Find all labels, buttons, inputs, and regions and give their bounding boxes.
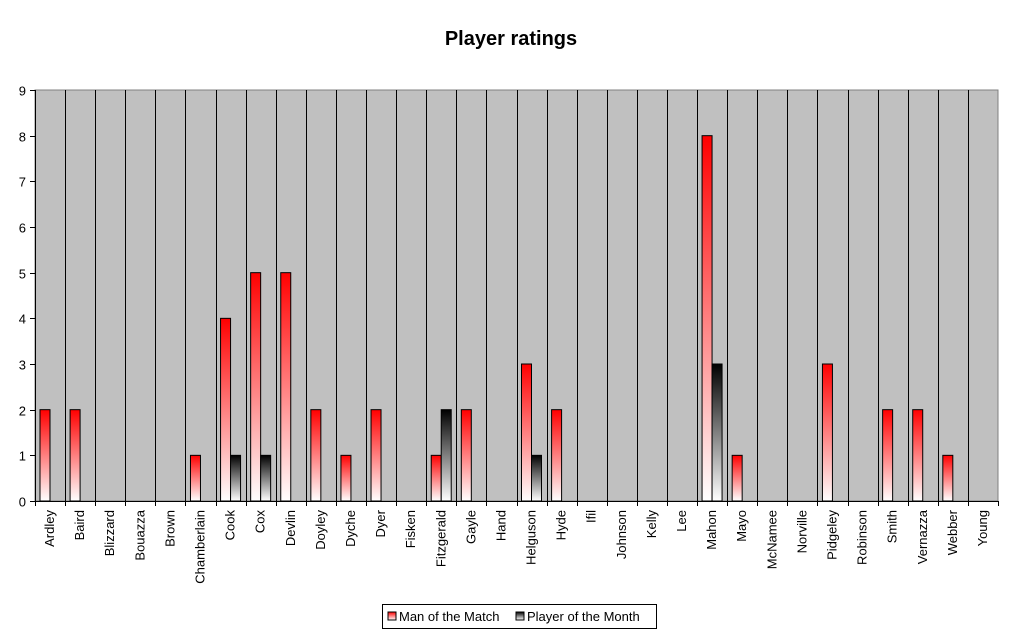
- category-label: Pidgeley: [824, 510, 839, 560]
- bar-man-of-the-match: [250, 272, 262, 502]
- category-label: McNamee: [764, 510, 779, 569]
- plot-background: [34, 89, 999, 502]
- bar-man-of-the-match: [310, 409, 322, 502]
- bar-player-of-the-month: [230, 454, 242, 502]
- category-label: Chamberlain: [193, 510, 208, 584]
- bar-player-of-the-month: [711, 363, 723, 502]
- bar-man-of-the-match: [882, 409, 894, 502]
- bar-man-of-the-match: [821, 363, 833, 502]
- bar-man-of-the-match: [460, 409, 472, 502]
- plot-area: 0 1 2 3 4 5 6 7 8 9 Ardley Baird Blizzard Bouazza Brow…: [19, 84, 999, 584]
- category-label: Fisken: [403, 510, 418, 548]
- category-label: Webber: [945, 509, 960, 555]
- legend-label: Man of the Match: [399, 609, 499, 624]
- bar-man-of-the-match: [280, 272, 292, 502]
- category-label: Gayle: [463, 510, 478, 544]
- y-tick-label: 1: [19, 449, 26, 464]
- category-label: Norville: [794, 510, 809, 553]
- category-label: Helguson: [524, 510, 539, 565]
- bar-man-of-the-match: [912, 409, 924, 502]
- category-label: Smith: [885, 510, 900, 543]
- bar-man-of-the-match: [430, 454, 442, 502]
- category-label: Baird: [72, 510, 87, 540]
- legend-label: Player of the Month: [527, 609, 640, 624]
- category-label: Young: [975, 510, 990, 546]
- bar-man-of-the-match: [189, 454, 201, 502]
- category-label: Hand: [493, 510, 508, 541]
- bar-man-of-the-match: [521, 363, 532, 502]
- category-label: Mayo: [734, 510, 749, 542]
- category-label: Brown: [162, 510, 177, 547]
- category-label: Robinson: [855, 510, 870, 565]
- bar-man-of-the-match: [220, 317, 232, 502]
- y-tick-label: 5: [19, 267, 26, 282]
- chart-title: Player ratings: [445, 28, 577, 50]
- y-tick-label: 9: [19, 84, 26, 99]
- y-tick-label: 4: [19, 312, 26, 327]
- legend-swatch: [387, 611, 397, 621]
- y-tick-label: 6: [19, 221, 26, 236]
- category-label: Bouazza: [132, 509, 147, 560]
- bar-man-of-the-match: [701, 135, 713, 502]
- category-label: Hyde: [554, 510, 569, 540]
- bar-man-of-the-match: [551, 409, 563, 502]
- y-tick-label: 7: [19, 175, 26, 190]
- legend-swatch: [515, 611, 525, 621]
- category-label: Mahon: [704, 510, 719, 550]
- category-label: Cox: [253, 510, 268, 534]
- category-label: Blizzard: [102, 510, 117, 556]
- category-label: Ardley: [42, 510, 57, 547]
- y-tick-label: 0: [19, 495, 26, 510]
- category-label: Kelly: [644, 510, 659, 539]
- bar-player-of-the-month: [531, 454, 542, 502]
- legend: Man of the Match Player of the Month: [382, 604, 657, 629]
- bar-man-of-the-match: [39, 409, 51, 502]
- bar-man-of-the-match: [340, 454, 352, 502]
- category-label: Cook: [223, 510, 238, 541]
- category-label: Ifil: [584, 510, 599, 523]
- bar-man-of-the-match: [942, 454, 954, 502]
- y-tick-label: 8: [19, 130, 26, 145]
- category-label: Johnson: [614, 510, 629, 559]
- y-tick-label: 2: [19, 404, 26, 419]
- bar-man-of-the-match: [69, 409, 81, 502]
- bar-man-of-the-match: [370, 409, 382, 502]
- category-label: Doyley: [313, 510, 328, 550]
- category-label: Dyche: [343, 510, 358, 547]
- bar-player-of-the-month: [260, 454, 272, 502]
- category-label: Lee: [674, 510, 689, 532]
- category-label: Vernazza: [915, 509, 930, 564]
- category-label: Fitzgerald: [433, 510, 448, 567]
- bar-player-of-the-month: [440, 409, 452, 502]
- category-label: Devlin: [283, 510, 298, 546]
- bar-man-of-the-match: [731, 454, 743, 502]
- y-tick-label: 3: [19, 358, 26, 373]
- category-label: Dyer: [373, 509, 388, 537]
